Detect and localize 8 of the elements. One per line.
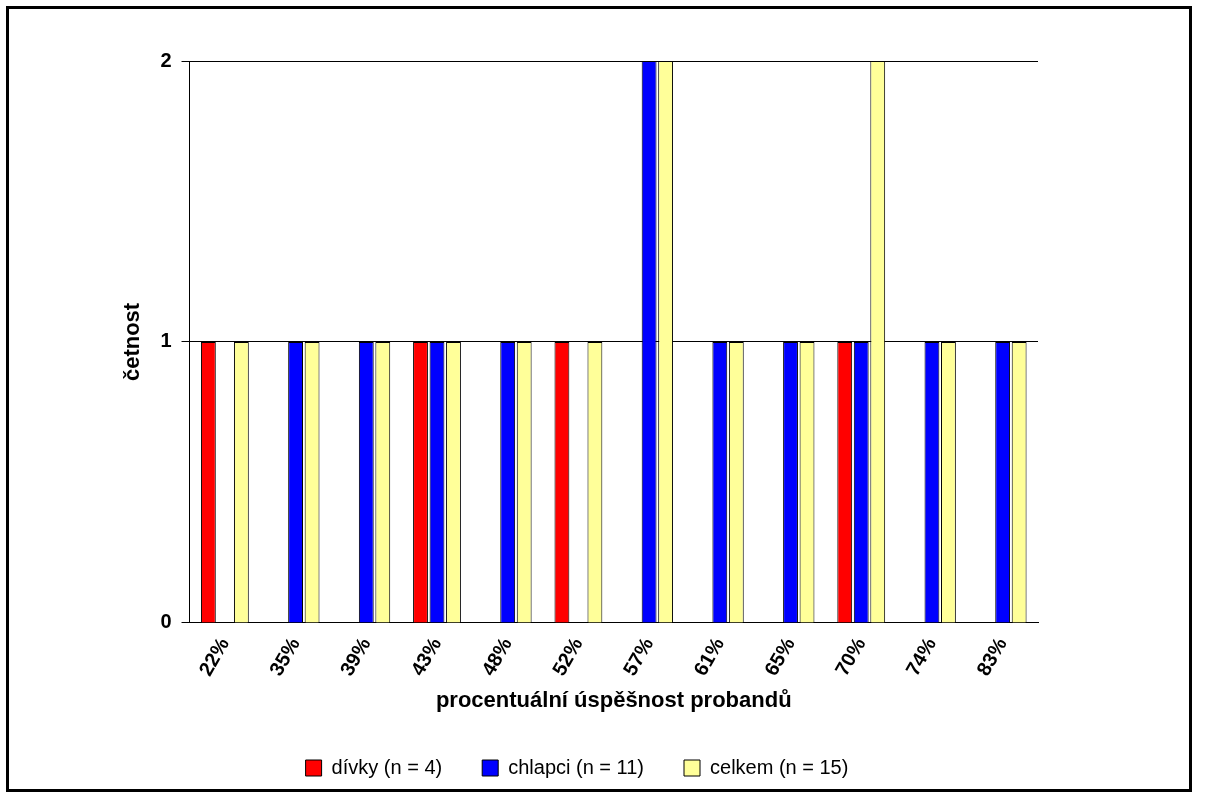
legend-label: chlapci (n = 11) xyxy=(508,755,645,778)
legend-label: dívky (n = 4) xyxy=(331,755,443,778)
legend-label: celkem (n = 15) xyxy=(710,755,849,778)
y-axis-title: četnost xyxy=(119,302,145,382)
y-tick-label: 2 xyxy=(160,48,172,71)
y-tick-label: 1 xyxy=(160,329,172,352)
y-tick-label: 0 xyxy=(160,610,172,633)
x-axis-title: procentuální úspěšnost probandů xyxy=(435,686,792,712)
